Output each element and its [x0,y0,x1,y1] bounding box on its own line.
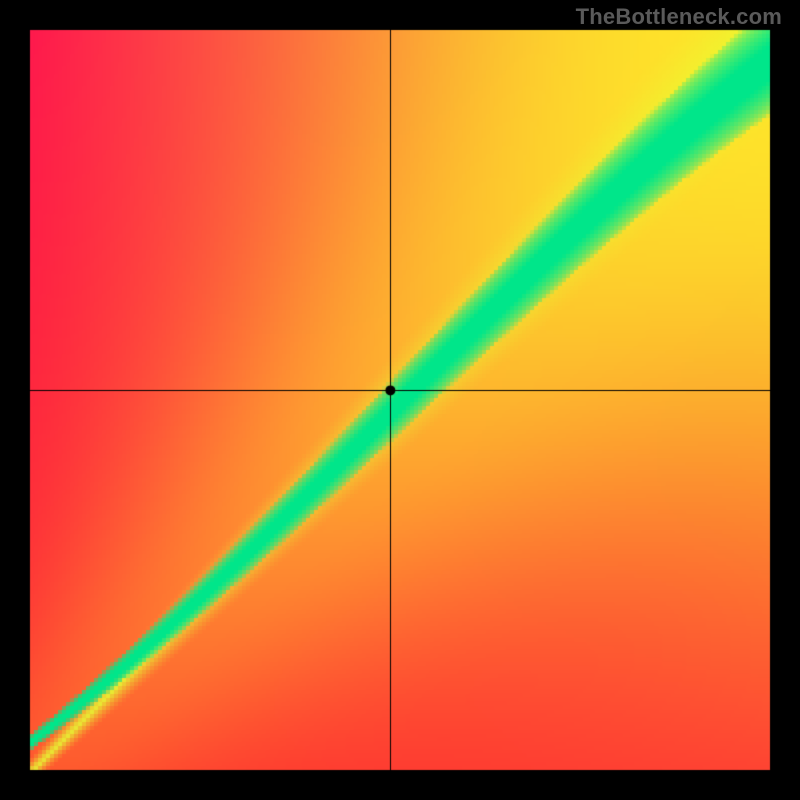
bottleneck-heatmap-canvas [0,0,800,800]
watermark-text: TheBottleneck.com [576,4,782,30]
chart-container: TheBottleneck.com [0,0,800,800]
